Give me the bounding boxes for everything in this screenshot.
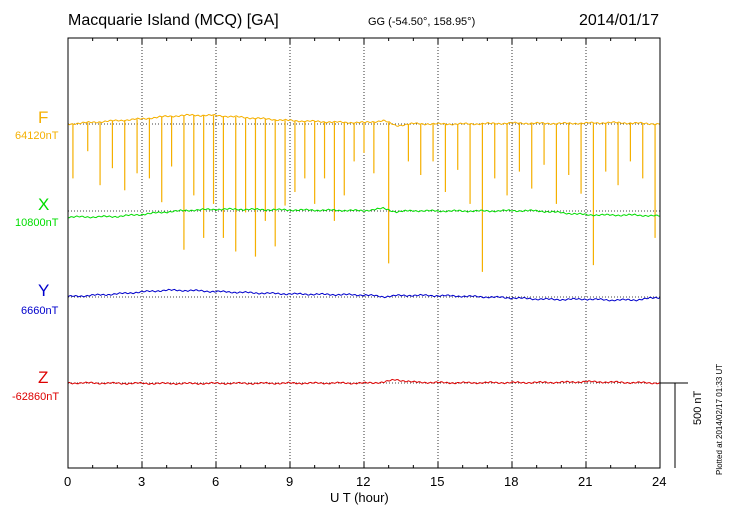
component-label-x: X [38, 195, 50, 214]
grid-layer [141, 38, 587, 468]
baseline-label-f: 64120nT [15, 130, 59, 142]
x-tick-label: 0 [64, 474, 72, 489]
x-tick-label: 21 [578, 474, 593, 489]
x-axis-label: U T (hour) [330, 490, 389, 505]
series-line-y [67, 288, 661, 302]
chart-title: Macquarie Island (MCQ) [GA] [68, 12, 279, 29]
component-label-z: Z [38, 368, 49, 387]
station-coordinates: GG (-54.50°, 158.95°) [368, 16, 476, 28]
scale-bar-label: 500 nT [692, 390, 704, 425]
plot-frame [67, 37, 661, 469]
series-line-z [67, 378, 661, 386]
x-tick-label: 18 [504, 474, 519, 489]
chart-date: 2014/01/17 [579, 12, 660, 29]
component-label-y: Y [38, 281, 50, 300]
series-line-f [67, 113, 661, 127]
x-tick-label: 12 [356, 474, 371, 489]
component-label-f: F [38, 108, 49, 127]
tick-layer [67, 38, 661, 468]
x-tick-label: 6 [212, 474, 220, 489]
baseline-label-z: -62860nT [12, 391, 60, 403]
series-line-x [67, 206, 661, 219]
x-tick-label: 9 [286, 474, 294, 489]
x-tick-label: 24 [652, 474, 667, 489]
plotted-timestamp: Plotted at 2014/02/17 01:33 UT [715, 363, 724, 475]
series-layer [67, 113, 661, 386]
x-tick-label: 3 [138, 474, 146, 489]
x-tick-label: 15 [430, 474, 445, 489]
baseline-label-x: 10800nT [15, 217, 59, 229]
baseline-label-y: 6660nT [21, 305, 59, 317]
